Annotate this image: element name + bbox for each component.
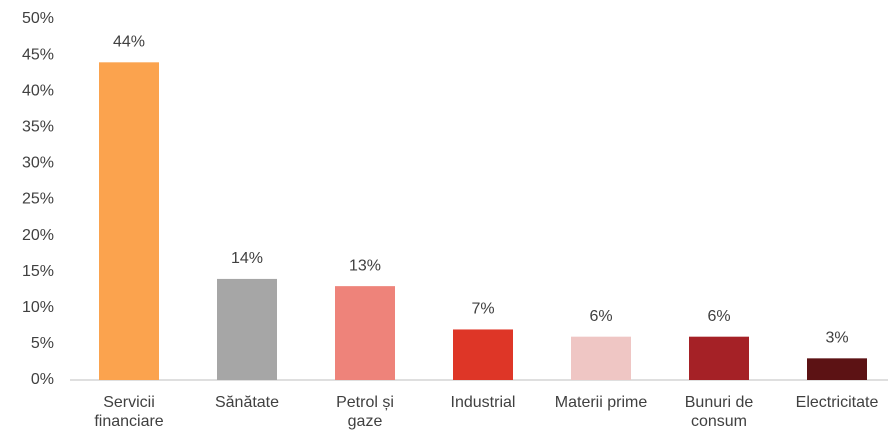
x-tick-label: Electricitate bbox=[795, 394, 879, 411]
data-label: 6% bbox=[589, 308, 612, 325]
x-tick-label: Petrol și gaze bbox=[336, 394, 394, 430]
y-tick-label: 5% bbox=[31, 335, 54, 352]
x-tick-label: Industrial bbox=[450, 394, 516, 411]
y-tick-label: 50% bbox=[22, 10, 54, 27]
y-tick-label: 35% bbox=[22, 119, 54, 136]
bar bbox=[335, 286, 395, 380]
data-label: 6% bbox=[707, 308, 730, 325]
bar bbox=[99, 62, 159, 380]
x-tick-label: Materii prime bbox=[554, 394, 648, 411]
data-label: 14% bbox=[231, 250, 263, 267]
y-tick-label: 20% bbox=[22, 227, 54, 244]
x-tick-label: Sănătate bbox=[214, 394, 280, 411]
y-tick-label: 0% bbox=[31, 371, 54, 388]
bar bbox=[217, 278, 277, 380]
bar bbox=[689, 336, 749, 380]
data-label: 44% bbox=[113, 34, 145, 51]
bar bbox=[453, 329, 513, 380]
y-tick-label: 15% bbox=[22, 263, 54, 280]
y-tick-label: 45% bbox=[22, 46, 54, 63]
x-tick-label: Servicii financiare bbox=[94, 394, 164, 430]
x-tick-label: Bunuri de consum bbox=[684, 394, 754, 430]
y-tick-label: 25% bbox=[22, 191, 54, 208]
data-label: 13% bbox=[349, 257, 381, 274]
y-tick-label: 40% bbox=[22, 82, 54, 99]
bar bbox=[807, 358, 867, 380]
data-label: 7% bbox=[471, 301, 494, 318]
y-tick-label: 10% bbox=[22, 299, 54, 316]
bar bbox=[571, 336, 631, 380]
data-label: 3% bbox=[825, 330, 848, 347]
y-tick-label: 30% bbox=[22, 155, 54, 172]
